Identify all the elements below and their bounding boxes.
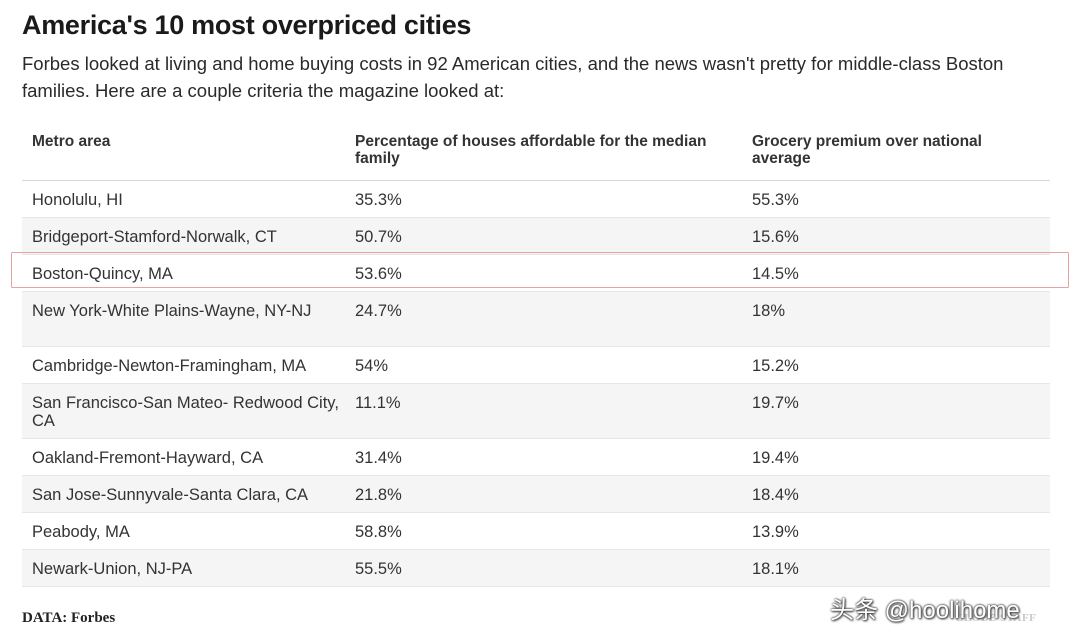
cell-grocery: 19.7% [752, 394, 799, 412]
cell-affordable: 11.1% [355, 394, 401, 412]
cell-metro: Oakland-Fremont-Hayward, CA [32, 449, 264, 467]
cell-metro: Honolulu, HI [32, 191, 123, 209]
cell-metro: Peabody, MA [32, 523, 130, 541]
cell-affordable: 21.8% [355, 486, 402, 504]
cell-grocery: 13.9% [752, 523, 799, 541]
cell-grocery: 18% [752, 302, 786, 320]
table-row: Honolulu, HI 35.3% 55.3% [22, 181, 1050, 218]
cell-affordable: 24.7% [355, 302, 402, 320]
cell-metro: San Jose-Sunnyvale-Santa Clara, CA [32, 486, 309, 504]
cell-affordable: 50.7% [355, 228, 402, 246]
data-table: Metro area Percentage of houses affordab… [22, 122, 1050, 587]
cell-metro: Bridgeport-Stamford-Norwalk, CT [32, 228, 277, 246]
watermark: 头条 @hoolihome [830, 597, 1020, 624]
cell-metro: San Francisco-San Mateo- Redwood City, C… [32, 394, 339, 430]
cell-affordable: 35.3% [355, 191, 402, 209]
column-header-grocery: Grocery premium over national average [752, 133, 982, 167]
cell-grocery: 14.5% [752, 265, 799, 283]
table-row: New York-White Plains-Wayne, NY-NJ 24.7%… [22, 292, 1050, 347]
table-row: Bridgeport-Stamford-Norwalk, CT 50.7% 15… [22, 218, 1050, 255]
cell-metro: Cambridge-Newton-Framingham, MA [32, 357, 307, 375]
data-source-label: DATA: Forbes [22, 610, 116, 626]
cell-grocery: 15.6% [752, 228, 799, 246]
cell-metro: Boston-Quincy, MA [32, 265, 173, 283]
boston-row-highlight [11, 252, 1069, 288]
cell-affordable: 54% [355, 357, 389, 375]
cell-grocery: 18.1% [752, 560, 799, 578]
cell-grocery: 15.2% [752, 357, 799, 375]
cell-grocery: 55.3% [752, 191, 799, 209]
table-row: Cambridge-Newton-Framingham, MA 54% 15.2… [22, 347, 1050, 384]
cell-affordable: 53.6% [355, 265, 402, 283]
table-row: Boston-Quincy, MA 53.6% 14.5% [22, 255, 1050, 292]
cell-affordable: 55.5% [355, 560, 402, 578]
table-header-row: Metro area Percentage of houses affordab… [22, 122, 1050, 181]
table-row: San Francisco-San Mateo- Redwood City, C… [22, 384, 1050, 439]
column-header-affordable: Percentage of houses affordable for the … [355, 133, 707, 167]
column-header-metro: Metro area [32, 133, 111, 150]
cell-affordable: 58.8% [355, 523, 402, 541]
cell-metro: New York-White Plains-Wayne, NY-NJ [32, 302, 312, 320]
page-title: America's 10 most overpriced cities [22, 10, 472, 40]
cell-grocery: 18.4% [752, 486, 799, 504]
staff-credit: GLOBE STAFF [955, 612, 1037, 624]
table-row: Peabody, MA 58.8% 13.9% [22, 513, 1050, 550]
cell-affordable: 31.4% [355, 449, 402, 467]
page-subtitle: Forbes looked at living and home buying … [22, 53, 1004, 101]
table-row: Newark-Union, NJ-PA 55.5% 18.1% [22, 550, 1050, 587]
table-row: Oakland-Fremont-Hayward, CA 31.4% 19.4% [22, 439, 1050, 476]
cell-grocery: 19.4% [752, 449, 799, 467]
table-row: San Jose-Sunnyvale-Santa Clara, CA 21.8%… [22, 476, 1050, 513]
cell-metro: Newark-Union, NJ-PA [32, 560, 193, 578]
